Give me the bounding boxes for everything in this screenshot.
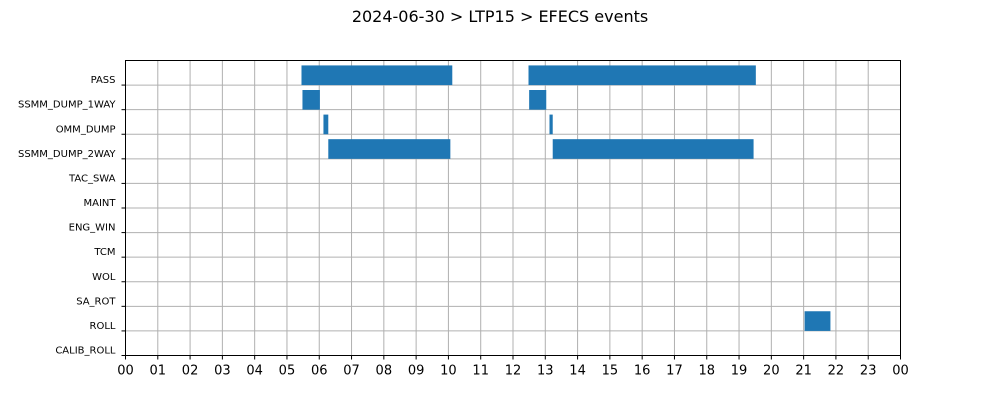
event-bar xyxy=(552,139,754,159)
event-bar xyxy=(804,311,831,331)
x-tick-label: 06 xyxy=(311,364,328,379)
x-tick-label: 03 xyxy=(214,364,231,379)
y-tick-label: SA_ROT xyxy=(76,296,116,307)
x-tick-label: 00 xyxy=(117,364,134,379)
x-tick-label: 17 xyxy=(666,364,683,379)
x-tick-label: 09 xyxy=(408,364,425,379)
y-tick-label: WOL xyxy=(92,272,116,283)
y-tick-label: CALIB_ROLL xyxy=(55,346,116,357)
event-bar xyxy=(328,139,451,159)
x-tick-label: 10 xyxy=(440,364,457,379)
y-tick-label: ENG_WIN xyxy=(69,223,116,234)
event-bar xyxy=(529,90,547,110)
x-tick-label: 18 xyxy=(698,364,715,379)
event-bar xyxy=(323,114,329,135)
x-tick-label: 00 xyxy=(892,364,909,379)
y-tick-label: ROLL xyxy=(90,321,116,332)
x-tick-label: 02 xyxy=(182,364,199,379)
y-tick-label: OMM_DUMP xyxy=(56,124,116,135)
y-tick-label: TCM xyxy=(93,247,115,258)
y-tick-label: MAINT xyxy=(83,198,116,209)
x-tick-label: 23 xyxy=(860,364,877,379)
x-tick-label: 20 xyxy=(763,364,780,379)
x-tick-label: 22 xyxy=(828,364,845,379)
x-tick-label: 14 xyxy=(569,364,586,379)
chart-title: 2024-06-30 > LTP15 > EFECS events xyxy=(352,7,648,26)
x-tick-label: 15 xyxy=(602,364,619,379)
x-tick-label: 05 xyxy=(279,364,296,379)
x-tick-label: 12 xyxy=(505,364,522,379)
x-tick-label: 21 xyxy=(795,364,812,379)
y-tick-label: TAC_SWA xyxy=(68,173,116,184)
y-tick-label: SSMM_DUMP_2WAY xyxy=(18,149,116,160)
x-tick-label: 16 xyxy=(634,364,651,379)
x-tick-label: 01 xyxy=(150,364,167,379)
x-axis: 00 01 02 03 04 05 06 07 08 09 10 11 12 13 14 15 16 17 18 19… xyxy=(117,355,909,379)
event-bar xyxy=(301,65,453,86)
event-bar xyxy=(302,90,320,110)
plot-frame xyxy=(125,60,901,356)
bar-layer xyxy=(301,65,831,331)
event-bar xyxy=(549,114,553,135)
event-bar xyxy=(528,65,756,86)
x-tick-label: 04 xyxy=(246,364,263,379)
x-tick-label: 08 xyxy=(376,364,393,379)
x-tick-label: 07 xyxy=(343,364,360,379)
x-tick-label: 11 xyxy=(472,364,489,379)
x-tick-label: 19 xyxy=(731,364,748,379)
grid-layer xyxy=(125,60,901,356)
x-tick-label: 13 xyxy=(537,364,554,379)
y-tick-label: PASS xyxy=(91,75,116,86)
y-axis: PASS SSMM_DUMP_1WAY OMM_DUMP SSMM_DUMP_2WAY… xyxy=(18,75,126,357)
y-tick-label: SSMM_DUMP_1WAY xyxy=(18,100,116,111)
